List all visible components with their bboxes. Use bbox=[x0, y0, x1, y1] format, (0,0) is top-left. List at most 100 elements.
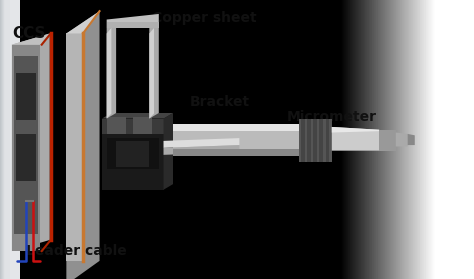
Polygon shape bbox=[301, 119, 305, 162]
FancyBboxPatch shape bbox=[1, 0, 11, 279]
FancyBboxPatch shape bbox=[4, 0, 9, 279]
FancyBboxPatch shape bbox=[2, 0, 8, 279]
FancyBboxPatch shape bbox=[2, 0, 7, 279]
Text: Leader cable: Leader cable bbox=[26, 244, 127, 258]
FancyBboxPatch shape bbox=[2, 0, 7, 279]
FancyBboxPatch shape bbox=[3, 0, 9, 279]
FancyBboxPatch shape bbox=[1, 0, 6, 279]
FancyBboxPatch shape bbox=[5, 0, 15, 279]
FancyBboxPatch shape bbox=[8, 0, 18, 279]
FancyBboxPatch shape bbox=[0, 0, 6, 279]
FancyBboxPatch shape bbox=[3, 0, 13, 279]
FancyBboxPatch shape bbox=[0, 0, 5, 279]
FancyBboxPatch shape bbox=[9, 0, 19, 279]
FancyBboxPatch shape bbox=[3, 0, 8, 279]
FancyBboxPatch shape bbox=[2, 0, 8, 279]
Polygon shape bbox=[66, 11, 100, 279]
FancyBboxPatch shape bbox=[6, 0, 16, 279]
FancyBboxPatch shape bbox=[0, 0, 5, 279]
FancyBboxPatch shape bbox=[0, 0, 6, 279]
Polygon shape bbox=[66, 33, 83, 261]
FancyBboxPatch shape bbox=[1, 0, 7, 279]
FancyBboxPatch shape bbox=[7, 0, 17, 279]
FancyBboxPatch shape bbox=[2, 0, 8, 279]
FancyBboxPatch shape bbox=[3, 0, 8, 279]
Text: Copper sheet: Copper sheet bbox=[152, 11, 256, 25]
FancyBboxPatch shape bbox=[4, 0, 9, 279]
FancyBboxPatch shape bbox=[4, 0, 9, 279]
FancyBboxPatch shape bbox=[2, 0, 7, 279]
Polygon shape bbox=[12, 33, 50, 251]
FancyBboxPatch shape bbox=[3, 0, 9, 279]
FancyBboxPatch shape bbox=[0, 0, 6, 279]
FancyBboxPatch shape bbox=[1, 0, 6, 279]
FancyBboxPatch shape bbox=[1, 0, 12, 279]
FancyBboxPatch shape bbox=[2, 0, 8, 279]
FancyBboxPatch shape bbox=[4, 0, 9, 279]
FancyBboxPatch shape bbox=[4, 0, 14, 279]
FancyBboxPatch shape bbox=[1, 0, 7, 279]
FancyBboxPatch shape bbox=[2, 0, 12, 279]
FancyBboxPatch shape bbox=[0, 0, 5, 279]
FancyBboxPatch shape bbox=[2, 0, 7, 279]
FancyBboxPatch shape bbox=[0, 0, 6, 279]
FancyBboxPatch shape bbox=[0, 0, 5, 279]
FancyBboxPatch shape bbox=[2, 0, 13, 279]
FancyBboxPatch shape bbox=[107, 117, 126, 134]
FancyBboxPatch shape bbox=[1, 0, 6, 279]
FancyBboxPatch shape bbox=[4, 0, 9, 279]
Polygon shape bbox=[164, 138, 239, 148]
FancyBboxPatch shape bbox=[3, 0, 8, 279]
FancyBboxPatch shape bbox=[3, 0, 9, 279]
FancyBboxPatch shape bbox=[1, 0, 6, 279]
Polygon shape bbox=[313, 119, 317, 162]
Polygon shape bbox=[16, 134, 36, 181]
Polygon shape bbox=[116, 141, 149, 167]
FancyBboxPatch shape bbox=[2, 0, 7, 279]
Polygon shape bbox=[107, 138, 159, 169]
Polygon shape bbox=[173, 124, 322, 131]
FancyBboxPatch shape bbox=[0, 0, 5, 279]
Polygon shape bbox=[16, 73, 36, 120]
FancyBboxPatch shape bbox=[5, 0, 15, 279]
FancyBboxPatch shape bbox=[3, 0, 9, 279]
FancyBboxPatch shape bbox=[1, 0, 7, 279]
FancyBboxPatch shape bbox=[6, 0, 17, 279]
Polygon shape bbox=[408, 134, 415, 145]
FancyBboxPatch shape bbox=[4, 0, 9, 279]
FancyBboxPatch shape bbox=[1, 0, 7, 279]
FancyBboxPatch shape bbox=[3, 0, 8, 279]
FancyBboxPatch shape bbox=[0, 0, 6, 279]
FancyBboxPatch shape bbox=[9, 0, 19, 279]
Text: Bracket: Bracket bbox=[190, 95, 250, 109]
FancyBboxPatch shape bbox=[3, 0, 8, 279]
FancyBboxPatch shape bbox=[1, 0, 7, 279]
Polygon shape bbox=[319, 119, 323, 162]
FancyBboxPatch shape bbox=[5, 0, 10, 279]
FancyBboxPatch shape bbox=[1, 0, 7, 279]
FancyBboxPatch shape bbox=[5, 0, 16, 279]
FancyBboxPatch shape bbox=[3, 0, 9, 279]
FancyBboxPatch shape bbox=[4, 0, 9, 279]
Polygon shape bbox=[307, 119, 311, 162]
FancyBboxPatch shape bbox=[4, 0, 9, 279]
FancyBboxPatch shape bbox=[9, 0, 19, 279]
Polygon shape bbox=[102, 119, 164, 134]
FancyBboxPatch shape bbox=[2, 0, 7, 279]
FancyBboxPatch shape bbox=[4, 0, 15, 279]
FancyBboxPatch shape bbox=[4, 0, 9, 279]
FancyBboxPatch shape bbox=[4, 0, 9, 279]
FancyBboxPatch shape bbox=[8, 0, 18, 279]
Polygon shape bbox=[14, 56, 38, 234]
FancyBboxPatch shape bbox=[4, 0, 9, 279]
FancyBboxPatch shape bbox=[3, 0, 8, 279]
FancyBboxPatch shape bbox=[6, 0, 16, 279]
FancyBboxPatch shape bbox=[0, 0, 6, 279]
FancyBboxPatch shape bbox=[3, 0, 9, 279]
Polygon shape bbox=[107, 22, 159, 28]
FancyBboxPatch shape bbox=[7, 0, 18, 279]
FancyBboxPatch shape bbox=[4, 0, 9, 279]
FancyBboxPatch shape bbox=[2, 0, 8, 279]
FancyBboxPatch shape bbox=[1, 0, 7, 279]
Polygon shape bbox=[173, 149, 322, 156]
